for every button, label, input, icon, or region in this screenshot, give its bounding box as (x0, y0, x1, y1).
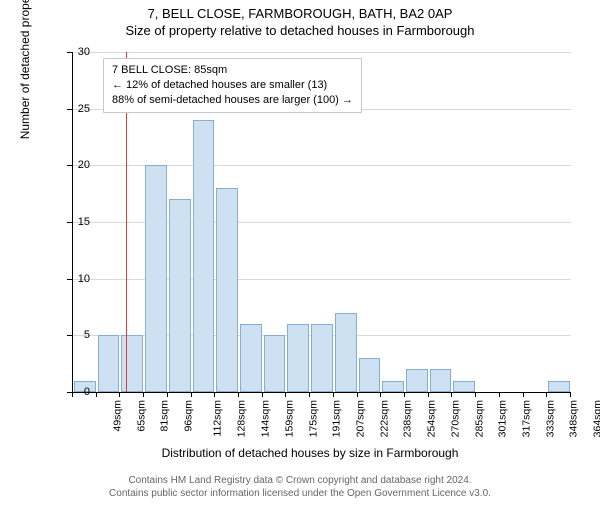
y-tick-mark (67, 279, 72, 280)
histogram-bar (453, 381, 475, 392)
x-tick-mark (428, 392, 429, 397)
x-tick-mark (570, 392, 571, 397)
legend-box: 7 BELL CLOSE: 85sqm ← 12% of detached ho… (103, 58, 362, 113)
x-tick-label: 301sqm (497, 400, 509, 437)
x-tick-label: 144sqm (260, 400, 272, 437)
x-tick-label: 270sqm (449, 400, 461, 437)
histogram-bar (311, 324, 333, 392)
x-tick-mark (546, 392, 547, 397)
x-tick-mark (523, 392, 524, 397)
x-tick-label: 81sqm (159, 400, 171, 432)
y-tick-mark (67, 222, 72, 223)
x-tick-mark (119, 392, 120, 397)
histogram-bar (145, 165, 167, 392)
x-tick-mark (96, 392, 97, 397)
grid-line (73, 52, 571, 53)
x-tick-mark (214, 392, 215, 397)
x-tick-label: 96sqm (183, 400, 195, 432)
x-tick-label: 364sqm (592, 400, 600, 437)
chart-title-address: 7, BELL CLOSE, FARMBOROUGH, BATH, BA2 0A… (0, 6, 600, 21)
x-tick-mark (167, 392, 168, 397)
y-axis-label: Number of detached properties (18, 0, 32, 139)
x-tick-mark (451, 392, 452, 397)
histogram-bar (216, 188, 238, 392)
x-tick-label: 222sqm (378, 400, 390, 437)
y-tick-mark (67, 52, 72, 53)
x-tick-mark (143, 392, 144, 397)
x-tick-mark (238, 392, 239, 397)
histogram-bar (406, 369, 428, 392)
x-tick-label: 49sqm (111, 400, 123, 432)
x-tick-label: 348sqm (568, 400, 580, 437)
legend-line-2: ← 12% of detached houses are smaller (13… (112, 78, 353, 93)
x-tick-mark (499, 392, 500, 397)
x-tick-mark (285, 392, 286, 397)
x-tick-mark (72, 392, 73, 397)
x-tick-label: 112sqm (211, 400, 223, 437)
x-tick-label: 207sqm (354, 400, 366, 437)
histogram-bar (240, 324, 262, 392)
histogram-bar (169, 199, 191, 392)
histogram-bar (121, 335, 143, 392)
y-tick-mark (67, 335, 72, 336)
x-tick-mark (333, 392, 334, 397)
histogram-bar (335, 313, 357, 392)
x-tick-label: 285sqm (473, 400, 485, 437)
legend-line-3: 88% of semi-detached houses are larger (… (112, 93, 353, 108)
plot-area: 7 BELL CLOSE: 85sqm ← 12% of detached ho… (72, 52, 571, 393)
x-tick-label: 128sqm (236, 400, 248, 437)
footer-line-1: Contains HM Land Registry data © Crown c… (0, 475, 600, 488)
x-tick-label: 191sqm (331, 400, 343, 437)
x-tick-mark (262, 392, 263, 397)
histogram-bar (359, 358, 381, 392)
footer-line-2: Contains public sector information licen… (0, 488, 600, 501)
x-tick-mark (191, 392, 192, 397)
y-tick-mark (67, 165, 72, 166)
histogram-bar (98, 335, 120, 392)
footer-attribution: Contains HM Land Registry data © Crown c… (0, 475, 600, 500)
chart-title-desc: Size of property relative to detached ho… (0, 23, 600, 38)
histogram-bar (430, 369, 452, 392)
x-tick-label: 317sqm (520, 400, 532, 437)
x-tick-label: 333sqm (544, 400, 556, 437)
histogram-bar (287, 324, 309, 392)
x-tick-label: 175sqm (307, 400, 319, 437)
histogram-bar (193, 120, 215, 392)
x-tick-mark (404, 392, 405, 397)
histogram-bar (548, 381, 570, 392)
x-tick-label: 159sqm (283, 400, 295, 437)
x-tick-mark (475, 392, 476, 397)
histogram-bar (264, 335, 286, 392)
x-axis-label: Distribution of detached houses by size … (50, 446, 570, 460)
x-tick-label: 65sqm (135, 400, 147, 432)
x-tick-label: 254sqm (426, 400, 438, 437)
histogram-bar (382, 381, 404, 392)
chart-container: Number of detached properties 7 BELL CLO… (50, 52, 570, 417)
x-tick-label: 238sqm (402, 400, 414, 437)
legend-line-1: 7 BELL CLOSE: 85sqm (112, 63, 353, 78)
x-tick-mark (357, 392, 358, 397)
y-tick-mark (67, 109, 72, 110)
x-tick-mark (380, 392, 381, 397)
x-tick-mark (309, 392, 310, 397)
